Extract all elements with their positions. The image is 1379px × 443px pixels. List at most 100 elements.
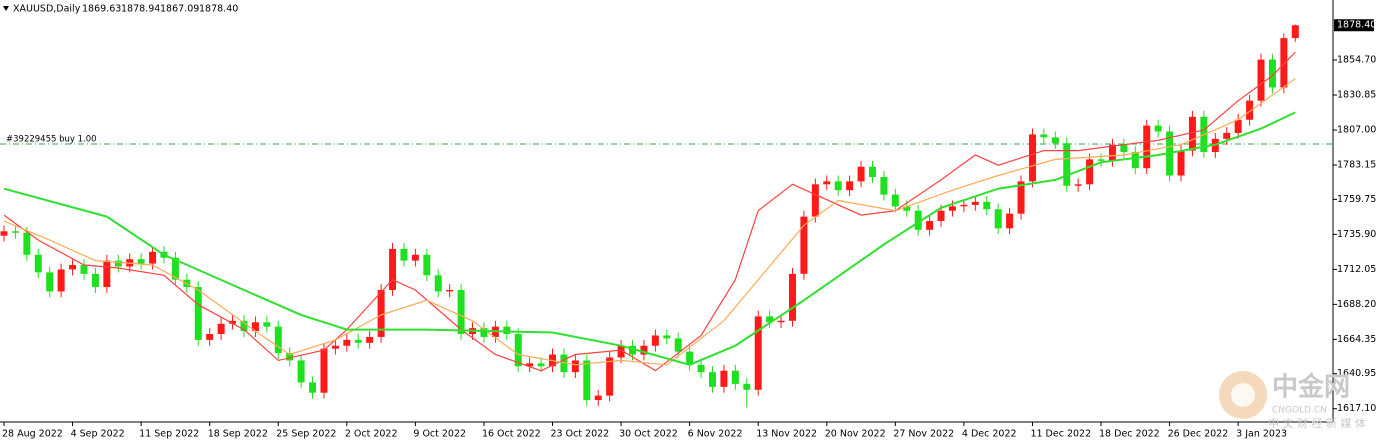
y-tick-label: 1807.00 <box>1337 125 1376 136</box>
header-low: 1867.09 <box>160 4 199 15</box>
candle-body <box>994 209 1002 229</box>
candle-body <box>1006 213 1014 229</box>
candle-body <box>1017 181 1025 214</box>
candle-body <box>1154 125 1162 132</box>
candle-body <box>571 360 579 373</box>
x-tick-label: 16 Oct 2022 <box>482 429 541 440</box>
x-tick-label: 23 Oct 2022 <box>551 429 610 440</box>
candle-body <box>34 254 42 273</box>
watermark: 中金网 CNGOLD.CN 中 文 财 经 新 媒 体 <box>1219 371 1366 430</box>
x-tick-label: 18 Dec 2022 <box>1099 429 1160 440</box>
candle-body <box>423 254 431 276</box>
candle-body <box>411 254 419 261</box>
watermark-logo-inner <box>1231 383 1255 407</box>
candle-body <box>1291 25 1299 39</box>
watermark-site: CNGOLD.CN <box>1272 406 1327 416</box>
candle-body <box>1246 100 1254 120</box>
candle-body <box>206 334 214 340</box>
x-tick-label: 28 Aug 2022 <box>2 429 63 440</box>
candle-body <box>1063 143 1071 186</box>
x-tick-label: 18 Sep 2022 <box>208 429 268 440</box>
x-tick-label: 11 Sep 2022 <box>139 429 199 440</box>
candle-body <box>1234 119 1242 133</box>
candle-body <box>651 335 659 346</box>
x-tick-label: 6 Nov 2022 <box>688 429 743 440</box>
candle-body <box>663 335 671 339</box>
candle-body <box>914 210 922 230</box>
candle-body <box>377 289 385 337</box>
x-tick-label: 2 Oct 2022 <box>345 429 398 440</box>
candle-body <box>674 338 682 352</box>
moving-average <box>3 51 1296 372</box>
candle-body <box>343 339 351 346</box>
candle-body <box>297 360 305 383</box>
candle-body <box>926 221 934 230</box>
candle-body <box>23 232 31 255</box>
candle-body <box>446 289 454 292</box>
candle-body <box>1280 38 1288 88</box>
candle-body <box>1120 144 1128 153</box>
candle-body <box>640 345 648 355</box>
candle-body <box>11 231 19 233</box>
y-tick-label: 1640.95 <box>1337 368 1376 379</box>
candle-body <box>229 320 237 324</box>
candle-body <box>983 201 991 210</box>
candle-body <box>857 166 865 182</box>
candle-body <box>1086 159 1094 185</box>
candle-body <box>1257 59 1265 101</box>
y-tick-label: 1712.05 <box>1337 264 1376 275</box>
candle-body <box>811 184 819 217</box>
header-close: 1878.40 <box>199 4 238 15</box>
candle-body <box>560 354 568 373</box>
candle-body <box>948 206 956 211</box>
candle-body <box>960 204 968 207</box>
candle-body <box>331 345 339 349</box>
y-tick-label: 1664.35 <box>1337 334 1376 345</box>
candle-body <box>57 269 65 292</box>
candle-body <box>251 322 259 332</box>
candle-body <box>309 382 317 393</box>
x-tick-label: 25 Sep 2022 <box>276 429 336 440</box>
candle-body <box>754 316 762 390</box>
candle-body <box>686 351 694 365</box>
candle-body <box>1028 134 1036 182</box>
x-tick-label: 4 Sep 2022 <box>71 429 125 440</box>
moving-average <box>3 78 1296 366</box>
candle-body <box>274 326 282 354</box>
candle-body <box>1108 144 1116 161</box>
price-box-label: 1878.40 <box>1337 20 1376 31</box>
candle-body <box>0 231 8 236</box>
candle-body <box>91 273 99 288</box>
candle-body <box>194 287 202 340</box>
moving-average <box>3 111 1296 366</box>
x-tick-label: 27 Nov 2022 <box>893 429 954 440</box>
y-tick-label: 1830.85 <box>1337 90 1376 101</box>
candle-body <box>480 328 488 337</box>
candle-body <box>846 181 854 191</box>
watermark-slogan: 中 文 财 经 新 媒 体 <box>1268 416 1366 430</box>
candle-body <box>777 320 785 323</box>
candle-body <box>389 248 397 290</box>
order-line-label: #39229455 buy 1.00 <box>6 134 97 144</box>
candle-body <box>103 260 111 288</box>
candle-body <box>1223 132 1231 139</box>
candle-body <box>697 364 705 373</box>
candle-body <box>263 322 271 327</box>
candle-body <box>80 265 88 274</box>
y-tick-label: 1759.75 <box>1337 194 1376 205</box>
candle-body <box>743 383 751 390</box>
candle-body <box>457 289 465 335</box>
candle-body <box>537 363 545 367</box>
candle-body <box>1188 116 1196 151</box>
y-tick-label: 1735.90 <box>1337 229 1376 240</box>
y-tick-label: 1854.70 <box>1337 55 1376 66</box>
candle-body <box>629 345 637 355</box>
candle-body <box>286 353 294 361</box>
y-tick-label: 1688.20 <box>1337 299 1376 310</box>
candle-body <box>606 357 614 396</box>
candle-body <box>937 210 945 222</box>
x-tick-label: 4 Dec 2022 <box>962 429 1017 440</box>
candle-body <box>217 323 225 335</box>
candle-body <box>354 339 362 343</box>
